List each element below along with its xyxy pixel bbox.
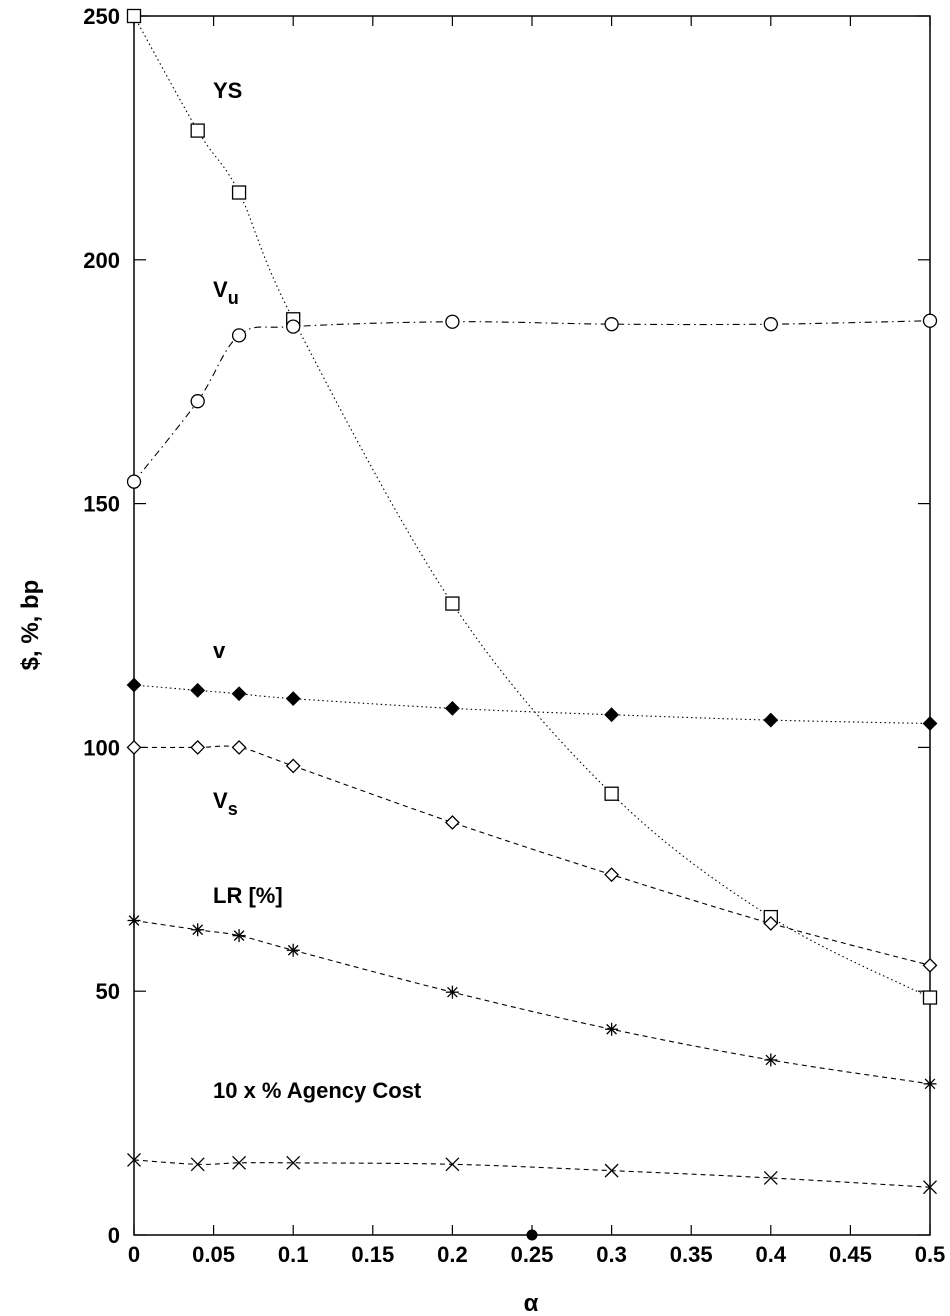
point-v-5: [604, 707, 620, 723]
series-label-main-vs: V: [213, 788, 228, 813]
x-tick-label-9: 0.45: [829, 1242, 872, 1267]
series-label-lr: LR [%]: [213, 883, 283, 908]
x-tick-label-10: 0.5: [915, 1242, 946, 1267]
point-vs-2: [231, 739, 247, 755]
series-label-main-v: v: [213, 638, 226, 663]
point-lr-1: [191, 923, 205, 937]
point-v-3: [285, 691, 301, 707]
point-ac-7: [923, 1180, 937, 1195]
point-lr-5: [605, 1022, 619, 1036]
point-ac-4: [445, 1157, 460, 1172]
point-lr-7: [923, 1077, 937, 1091]
point-ac-1: [190, 1157, 205, 1172]
x-tick-label-3: 0.15: [351, 1242, 394, 1267]
point-vs-5: [604, 867, 620, 883]
point-lr-4: [445, 985, 459, 999]
point-vs-6: [763, 916, 779, 931]
point-v-6: [763, 712, 779, 728]
series-markers: [126, 8, 938, 1195]
point-lr-0: [127, 913, 141, 927]
point-v-0: [126, 677, 142, 693]
series-labels: YS Vu v Vs LR [%] 10 x % Agency Cost: [213, 78, 422, 1103]
series-line-vu: [133, 320, 931, 482]
series-label-ys: YS: [213, 78, 242, 103]
series-line-lr: [133, 919, 931, 1085]
point-lr-2: [232, 929, 246, 943]
y-axis-title: $, %, bp: [17, 580, 44, 671]
point-v-2: [231, 686, 247, 702]
series-label-vs: Vs: [213, 788, 238, 819]
series-label-v: v: [213, 638, 226, 663]
x-tick-label-0: 0: [128, 1242, 140, 1267]
point-vu-0: [126, 474, 142, 489]
point-vu-7: [922, 313, 938, 328]
x-tick-label-4: 0.2: [437, 1242, 468, 1267]
point-ys-1: [190, 123, 205, 138]
point-vu-5: [604, 317, 619, 332]
series-lines: [133, 15, 931, 1188]
y-tick-label-4: 200: [83, 248, 120, 273]
y-tick-label-0: 0: [108, 1223, 120, 1248]
x-axis-title: α: [524, 1290, 539, 1316]
point-lr-3: [286, 943, 300, 957]
x-tick-label-7: 0.35: [670, 1242, 713, 1267]
x-tick-label-8: 0.4: [756, 1242, 787, 1267]
point-ac-5: [604, 1163, 619, 1178]
plot-frame: [133, 15, 931, 1236]
point-vs-4: [444, 815, 460, 830]
point-vs-0: [126, 739, 142, 755]
point-vu-2: [231, 328, 247, 343]
x-tick-label-5: 0.25: [511, 1242, 554, 1267]
point-ac-0: [127, 1152, 141, 1167]
series-label-ac: 10 x % Agency Cost: [213, 1078, 422, 1103]
series-line-ys: [133, 15, 931, 999]
series-label-main-lr: LR [%]: [213, 883, 283, 908]
series-label-main-vu: V: [213, 277, 228, 302]
point-ac-6: [763, 1170, 778, 1185]
x-tick-label-6: 0.3: [596, 1242, 627, 1267]
series-label-main-ys: YS: [213, 78, 242, 103]
series-line-v: [133, 684, 931, 725]
y-tick-label-2: 100: [83, 735, 120, 760]
point-vu-3: [286, 319, 301, 334]
x-tick-label-2: 0.1: [278, 1242, 309, 1267]
point-v-1: [190, 682, 206, 698]
y-tick-label-1: 50: [96, 979, 120, 1004]
point-vs-7: [922, 957, 938, 973]
y-tick-label-5: 250: [83, 4, 120, 29]
point-vu-6: [763, 317, 778, 332]
point-lr-6: [764, 1053, 778, 1067]
series-label-vu: Vu: [213, 277, 239, 308]
point-ys-0: [126, 8, 142, 24]
series-label-sub-vs: s: [228, 799, 238, 819]
point-vs-3: [285, 758, 301, 774]
axis-ticks: 0 0.05 0.1 0.15 0.2 0.25 0.3 0.35 0.4 0.45 0.5 0 50 1…: [83, 4, 945, 1267]
x-axis-point-marker: [526, 1229, 538, 1241]
point-v-7: [922, 716, 938, 731]
point-ys-4: [445, 596, 460, 611]
series-label-main-ac: 10 x % Agency Cost: [213, 1078, 422, 1103]
point-v-4: [444, 700, 460, 716]
point-vs-1: [190, 739, 206, 755]
point-vu-4: [445, 314, 460, 329]
point-vu-1: [190, 394, 205, 409]
series-line-ac: [133, 1159, 931, 1188]
point-ac-3: [286, 1155, 301, 1170]
series-line-vs: [133, 745, 931, 966]
y-tick-label-3: 150: [83, 492, 120, 517]
x-tick-label-1: 0.05: [192, 1242, 235, 1267]
point-ys-2: [231, 185, 247, 200]
point-ac-2: [232, 1155, 247, 1170]
series-label-sub-vu: u: [228, 288, 239, 308]
point-ys-7: [922, 990, 938, 1005]
point-ys-5: [604, 786, 619, 801]
